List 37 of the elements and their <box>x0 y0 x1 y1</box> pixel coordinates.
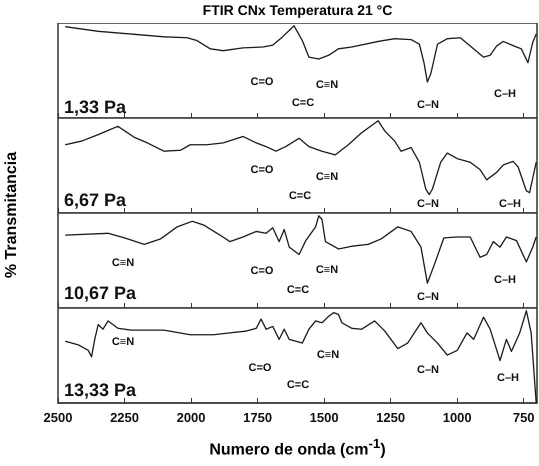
annotation: C=O <box>250 76 274 88</box>
annotation: C–H <box>498 198 522 210</box>
annotation: C–H <box>496 372 520 384</box>
annotation: C≡N <box>316 349 340 361</box>
annotation: 10,67 Pa <box>64 283 138 303</box>
annotation: C=O <box>250 265 274 277</box>
annotation: C–N <box>416 364 440 376</box>
x-tick-label: 1500 <box>310 410 339 425</box>
y-axis-title: % Transmitancia <box>3 152 21 278</box>
annotation: C≡N <box>316 264 338 276</box>
x-tick-label: 1000 <box>442 410 472 425</box>
x-tick-label: 750 <box>512 410 535 425</box>
annotation: C–H <box>494 88 516 100</box>
annotation: 1,33 Pa <box>64 97 128 117</box>
annotation: C≡N <box>112 257 134 269</box>
annotation: C=O <box>250 164 274 176</box>
annotation: 6,67 Pa <box>64 190 128 210</box>
annotation: C≡N <box>316 171 338 183</box>
annotation: C=C <box>286 379 310 391</box>
x-tick-label: 1750 <box>243 410 272 425</box>
x-tick-label: 2500 <box>44 410 72 425</box>
annotation: C≡N <box>316 79 338 91</box>
annotation: C=C <box>288 190 312 202</box>
annotation: C=C <box>292 97 314 109</box>
annotation: C=C <box>286 284 310 296</box>
x-tick-label: 2000 <box>176 410 206 425</box>
annotation: C≡N <box>112 336 134 348</box>
annotation: C–N <box>416 99 440 111</box>
annotation: 13,33 Pa <box>64 380 138 400</box>
x-axis-title: Numero de onda (cm$^{-1}$) <box>208 436 387 460</box>
annotation: C–N <box>416 291 440 303</box>
annotation: C–N <box>416 198 440 210</box>
annotation: C–H <box>494 274 516 286</box>
annotation: C=O <box>248 362 272 374</box>
chart-title: FTIR CNx Temperatura 21 °C <box>202 2 394 18</box>
x-tick-label: 1250 <box>376 410 406 425</box>
x-tick-label: 2250 <box>110 410 139 425</box>
